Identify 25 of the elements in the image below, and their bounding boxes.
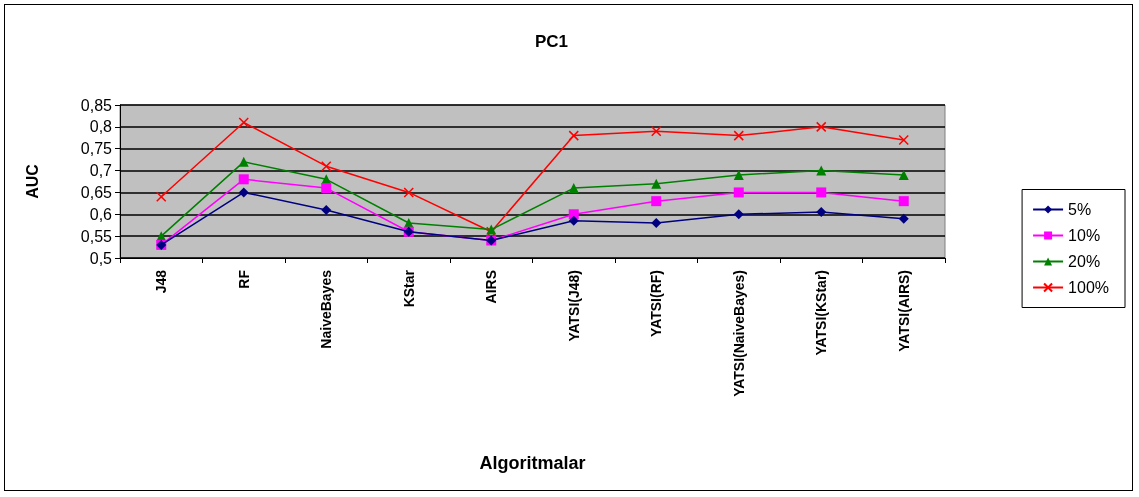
y-tick-label: 0,5 bbox=[89, 249, 113, 267]
x-tick-label: YATSI(RF) bbox=[648, 270, 665, 337]
y-tick-label: 0,65 bbox=[80, 183, 113, 201]
y-tick-label: 0,75 bbox=[80, 140, 113, 158]
x-tick-label: KStar bbox=[400, 269, 417, 308]
x-tick-label: YATSI(AIRS) bbox=[895, 270, 912, 352]
legend-label: 10% bbox=[1068, 227, 1101, 244]
x-axis-title: Algoritmalar bbox=[479, 453, 586, 473]
x-tick-label: AIRS bbox=[483, 270, 500, 304]
legend-label: 20% bbox=[1068, 253, 1101, 270]
x-tick-label: YATSI(KStar) bbox=[813, 270, 830, 356]
y-tick-label: 0,55 bbox=[80, 227, 113, 245]
y-tick-label: 0,8 bbox=[89, 118, 113, 136]
legend-label: 100% bbox=[1068, 279, 1109, 296]
y-axis-title: AUC bbox=[23, 163, 41, 199]
legend-label: 5% bbox=[1068, 201, 1092, 218]
x-tick-label: NaiveBayes bbox=[318, 269, 335, 349]
y-tick-label: 0,6 bbox=[89, 205, 113, 223]
x-tick-label: RF bbox=[235, 269, 252, 289]
x-tick-label: YATSI(NaiveBayes) bbox=[730, 270, 747, 397]
y-tick-label: 0,85 bbox=[80, 96, 113, 114]
x-tick-label: J48 bbox=[153, 269, 170, 294]
x-tick-label: YATSI(J48) bbox=[565, 270, 582, 342]
y-tick-label: 0,7 bbox=[89, 162, 113, 180]
chart-title: PC1 bbox=[535, 32, 569, 51]
